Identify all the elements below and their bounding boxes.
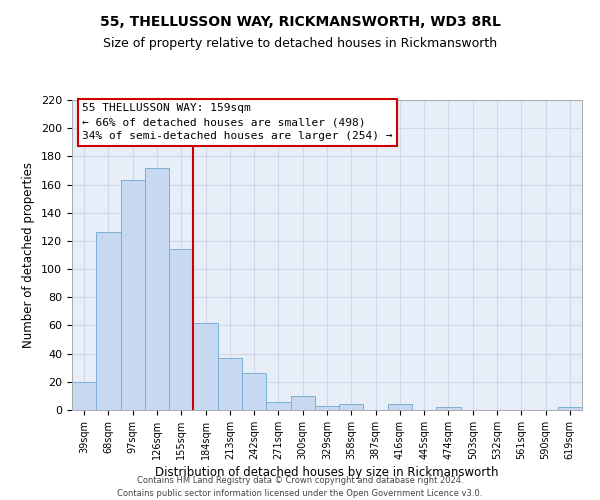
Y-axis label: Number of detached properties: Number of detached properties (22, 162, 35, 348)
Bar (339, 404, 364, 410)
Bar (242, 374, 266, 410)
Bar (266, 402, 290, 410)
Bar (145, 168, 169, 410)
Bar (436, 407, 461, 410)
Bar (169, 250, 193, 410)
X-axis label: Distribution of detached houses by size in Rickmansworth: Distribution of detached houses by size … (155, 466, 499, 479)
Bar (290, 396, 315, 410)
Text: 55, THELLUSSON WAY, RICKMANSWORTH, WD3 8RL: 55, THELLUSSON WAY, RICKMANSWORTH, WD3 8… (100, 15, 500, 29)
Text: Contains HM Land Registry data © Crown copyright and database right 2024.
Contai: Contains HM Land Registry data © Crown c… (118, 476, 482, 498)
Bar (121, 180, 145, 410)
Bar (558, 407, 582, 410)
Bar (96, 232, 121, 410)
Bar (218, 358, 242, 410)
Text: Size of property relative to detached houses in Rickmansworth: Size of property relative to detached ho… (103, 38, 497, 51)
Text: 55 THELLUSSON WAY: 159sqm
← 66% of detached houses are smaller (498)
34% of semi: 55 THELLUSSON WAY: 159sqm ← 66% of detac… (82, 103, 392, 141)
Bar (193, 322, 218, 410)
Bar (72, 382, 96, 410)
Bar (388, 404, 412, 410)
Bar (315, 406, 339, 410)
